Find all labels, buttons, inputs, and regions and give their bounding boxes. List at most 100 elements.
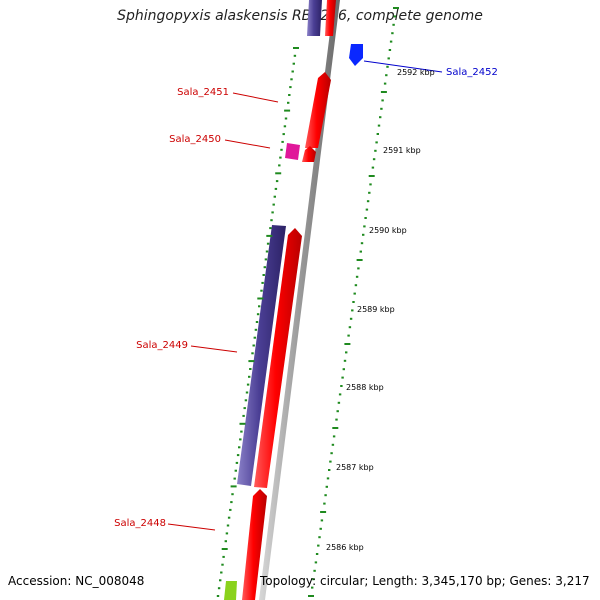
label-line-sala-2452 [363, 60, 443, 73]
tick-mark [389, 40, 393, 43]
gene-sala-2448[interactable] [242, 489, 267, 600]
tick-mark [330, 452, 333, 455]
tick-mark [380, 91, 387, 93]
tick-mark [282, 133, 285, 136]
tick-mark [383, 82, 387, 85]
tick-mark [272, 203, 275, 206]
tick-mark [240, 430, 243, 433]
tick-mark [360, 242, 364, 245]
tick-mark [332, 435, 336, 438]
gene-label-sala-2450[interactable]: Sala_2450 [169, 134, 221, 145]
tick-mark [379, 116, 382, 119]
tick-mark [239, 422, 246, 425]
tick-mark [278, 164, 281, 167]
label-line-sala-2448 [167, 523, 216, 531]
tick-mark [255, 321, 259, 323]
tick-mark [251, 352, 254, 355]
tick-mark [368, 191, 371, 194]
tick-mark [224, 540, 227, 543]
tick-mark [387, 57, 390, 60]
tick-mark [258, 305, 261, 308]
tick-mark [243, 407, 246, 410]
gene-top-forward [325, 0, 336, 36]
tick-mark [320, 519, 324, 522]
tick-mark [313, 569, 316, 572]
tick-mark [219, 579, 222, 582]
tick-mark [225, 532, 229, 535]
tick-mark [364, 217, 367, 219]
gene-top-reverse [307, 0, 322, 36]
tick-mark [262, 274, 265, 276]
gene-sala-2449[interactable] [254, 228, 302, 488]
tick-mark [345, 351, 348, 354]
tick-mark [353, 292, 356, 295]
gene-label-sala-2448[interactable]: Sala_2448 [114, 518, 166, 529]
tick-mark [291, 70, 294, 73]
tick-mark [287, 101, 290, 104]
tick-mark [220, 571, 223, 574]
gene-label-sala-2451[interactable]: Sala_2451 [177, 87, 229, 98]
tick-label-2592: 2592 kbp [397, 68, 435, 77]
tick-mark [329, 460, 332, 463]
tick-mark [289, 86, 292, 89]
tick-mark [257, 297, 264, 300]
tick-mark [375, 141, 378, 144]
tick-mark [253, 336, 256, 339]
tick-mark [249, 368, 252, 370]
tick-mark [308, 595, 314, 597]
tick-mark [312, 578, 315, 581]
tick-mark [279, 156, 282, 159]
label-line-sala-2450 [224, 139, 271, 149]
tick-mark [320, 511, 327, 513]
tick-mark [248, 375, 251, 378]
tick-mark [290, 78, 293, 81]
genome-backbone [259, 0, 340, 600]
accession-text: Accession: NC_008048 [8, 574, 145, 588]
tick-mark [233, 477, 236, 480]
tick-mark [236, 454, 240, 457]
tick-label-2587: 2587 kbp [336, 463, 374, 472]
tick-mark [256, 313, 260, 316]
tick-mark [377, 124, 381, 127]
tick-mark [248, 360, 255, 363]
tick-mark [336, 410, 339, 413]
tick-mark [230, 501, 233, 504]
tick-mark [281, 140, 284, 143]
gene-sala-2449-reverse[interactable] [237, 225, 286, 486]
tick-mark [217, 587, 221, 590]
tick-label-2588: 2588 kbp [346, 383, 384, 392]
tick-mark [263, 266, 266, 269]
tick-mark [244, 399, 248, 402]
tick-mark [252, 344, 255, 347]
tick-mark [221, 563, 224, 566]
tick-mark [222, 555, 225, 558]
gene-sala-2450-pink[interactable] [285, 143, 300, 160]
tick-mark [216, 595, 220, 597]
tick-mark [275, 180, 279, 183]
gene-label-sala-2452[interactable]: Sala_2452 [446, 67, 498, 78]
gene-sala-2451[interactable] [305, 72, 331, 148]
tick-mark [352, 301, 355, 303]
gene-sala-2450[interactable] [302, 146, 316, 162]
tick-mark [270, 219, 273, 222]
tick-mark [376, 133, 379, 135]
tick-mark [314, 561, 318, 564]
tick-mark [254, 328, 258, 331]
tick-mark [269, 227, 272, 230]
tick-mark [318, 536, 321, 539]
tick-label-2590: 2590 kbp [369, 226, 407, 235]
tick-mark [235, 461, 239, 464]
tick-mark [266, 234, 273, 237]
tick-mark [229, 508, 232, 511]
tick-mark [293, 54, 297, 57]
tick-mark [359, 250, 362, 253]
gene-label-sala-2449[interactable]: Sala_2449 [136, 340, 188, 351]
tick-mark [234, 469, 237, 472]
tick-mark [385, 74, 388, 77]
tick-mark [332, 427, 339, 429]
gene-sala-2452[interactable] [349, 44, 363, 66]
tick-mark [326, 477, 330, 480]
tick-mark [325, 485, 328, 488]
tick-mark [226, 524, 230, 527]
